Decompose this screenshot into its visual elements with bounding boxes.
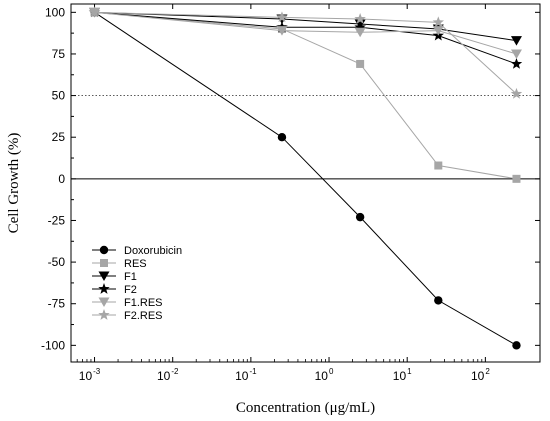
- data-point-f2-res: [88, 6, 101, 18]
- legend-marker: [98, 309, 110, 320]
- x-tick-label: 10-1: [235, 367, 257, 383]
- axis-ticks: 100 75 50 25 0 -25 -50 -75 -100 10-3 10-2 10-1 100 10…: [41, 4, 540, 383]
- legend-marker: [98, 271, 110, 281]
- data-point-doxorubicin: [434, 296, 443, 305]
- series-f2-res: [88, 6, 523, 99]
- data-point-doxorubicin: [512, 341, 521, 350]
- legend-label: F1.RES: [124, 297, 163, 309]
- x-tick-label: 10-2: [157, 367, 179, 383]
- y-tick-label: 100: [45, 5, 65, 19]
- series-f2: [88, 6, 523, 69]
- legend-marker: [98, 297, 110, 307]
- y-tick-label: -75: [48, 297, 66, 311]
- legend-item-f1: F1: [92, 271, 137, 283]
- x-axis-title: Concentration (μg/mL): [236, 400, 375, 416]
- y-tick-label: -25: [48, 213, 66, 227]
- series-line-f1-res: [94, 11, 517, 55]
- data-point-f2-res: [510, 87, 523, 99]
- legend-marker: [99, 245, 109, 255]
- x-tick-label: 101: [393, 367, 412, 383]
- y-tick-label: 75: [52, 47, 66, 61]
- data-point-res: [512, 174, 521, 183]
- legend-item-f2: F2: [92, 283, 137, 296]
- series-line-f2-res: [94, 11, 517, 95]
- data-point-f1-res: [276, 26, 288, 36]
- data-point-doxorubicin: [355, 212, 365, 222]
- legend-marker: [100, 259, 108, 267]
- data-point-f2: [510, 57, 523, 69]
- legend-item-doxorubicin: Doxorubicin: [92, 245, 182, 257]
- y-tick-label: 25: [52, 130, 66, 144]
- reference-lines: [71, 95, 540, 180]
- legend-label: RES: [124, 258, 147, 270]
- data-point-f2-res: [354, 12, 366, 24]
- x-tick-label: 10-3: [79, 367, 101, 383]
- data-point-f1-res: [432, 26, 444, 36]
- legend-marker: [98, 283, 110, 294]
- data-point-f1: [510, 36, 522, 46]
- data-point-res: [356, 59, 365, 68]
- legend-item-res: RES: [92, 258, 147, 270]
- legend-label: F2.RES: [124, 310, 163, 322]
- data-point-f2-res: [276, 11, 288, 23]
- y-axis-title: Cell Growth (%): [6, 133, 22, 234]
- x-tick-label: 100: [315, 367, 334, 383]
- data-point-f2-res: [432, 16, 445, 28]
- y-tick-label: -100: [41, 338, 65, 352]
- data-point-f1-res: [354, 27, 366, 38]
- legend-label: Doxorubicin: [124, 245, 182, 257]
- y-tick-label: -50: [48, 255, 66, 269]
- legend-item-f1-res: F1.RES: [92, 297, 163, 309]
- legend-label: F1: [124, 271, 137, 283]
- series-layer: [88, 6, 523, 350]
- data-point-res: [434, 161, 443, 170]
- data-point-f2: [354, 21, 366, 33]
- data-point-f1-res: [510, 49, 522, 59]
- legend-label: F2: [124, 284, 137, 296]
- x-tick-label: 102: [471, 367, 490, 383]
- y-tick-label: 50: [52, 89, 66, 103]
- y-tick-label: 0: [58, 172, 65, 186]
- series-f1-res: [89, 7, 522, 59]
- legend-item-f2-res: F2.RES: [92, 309, 163, 322]
- data-point-doxorubicin: [277, 133, 287, 142]
